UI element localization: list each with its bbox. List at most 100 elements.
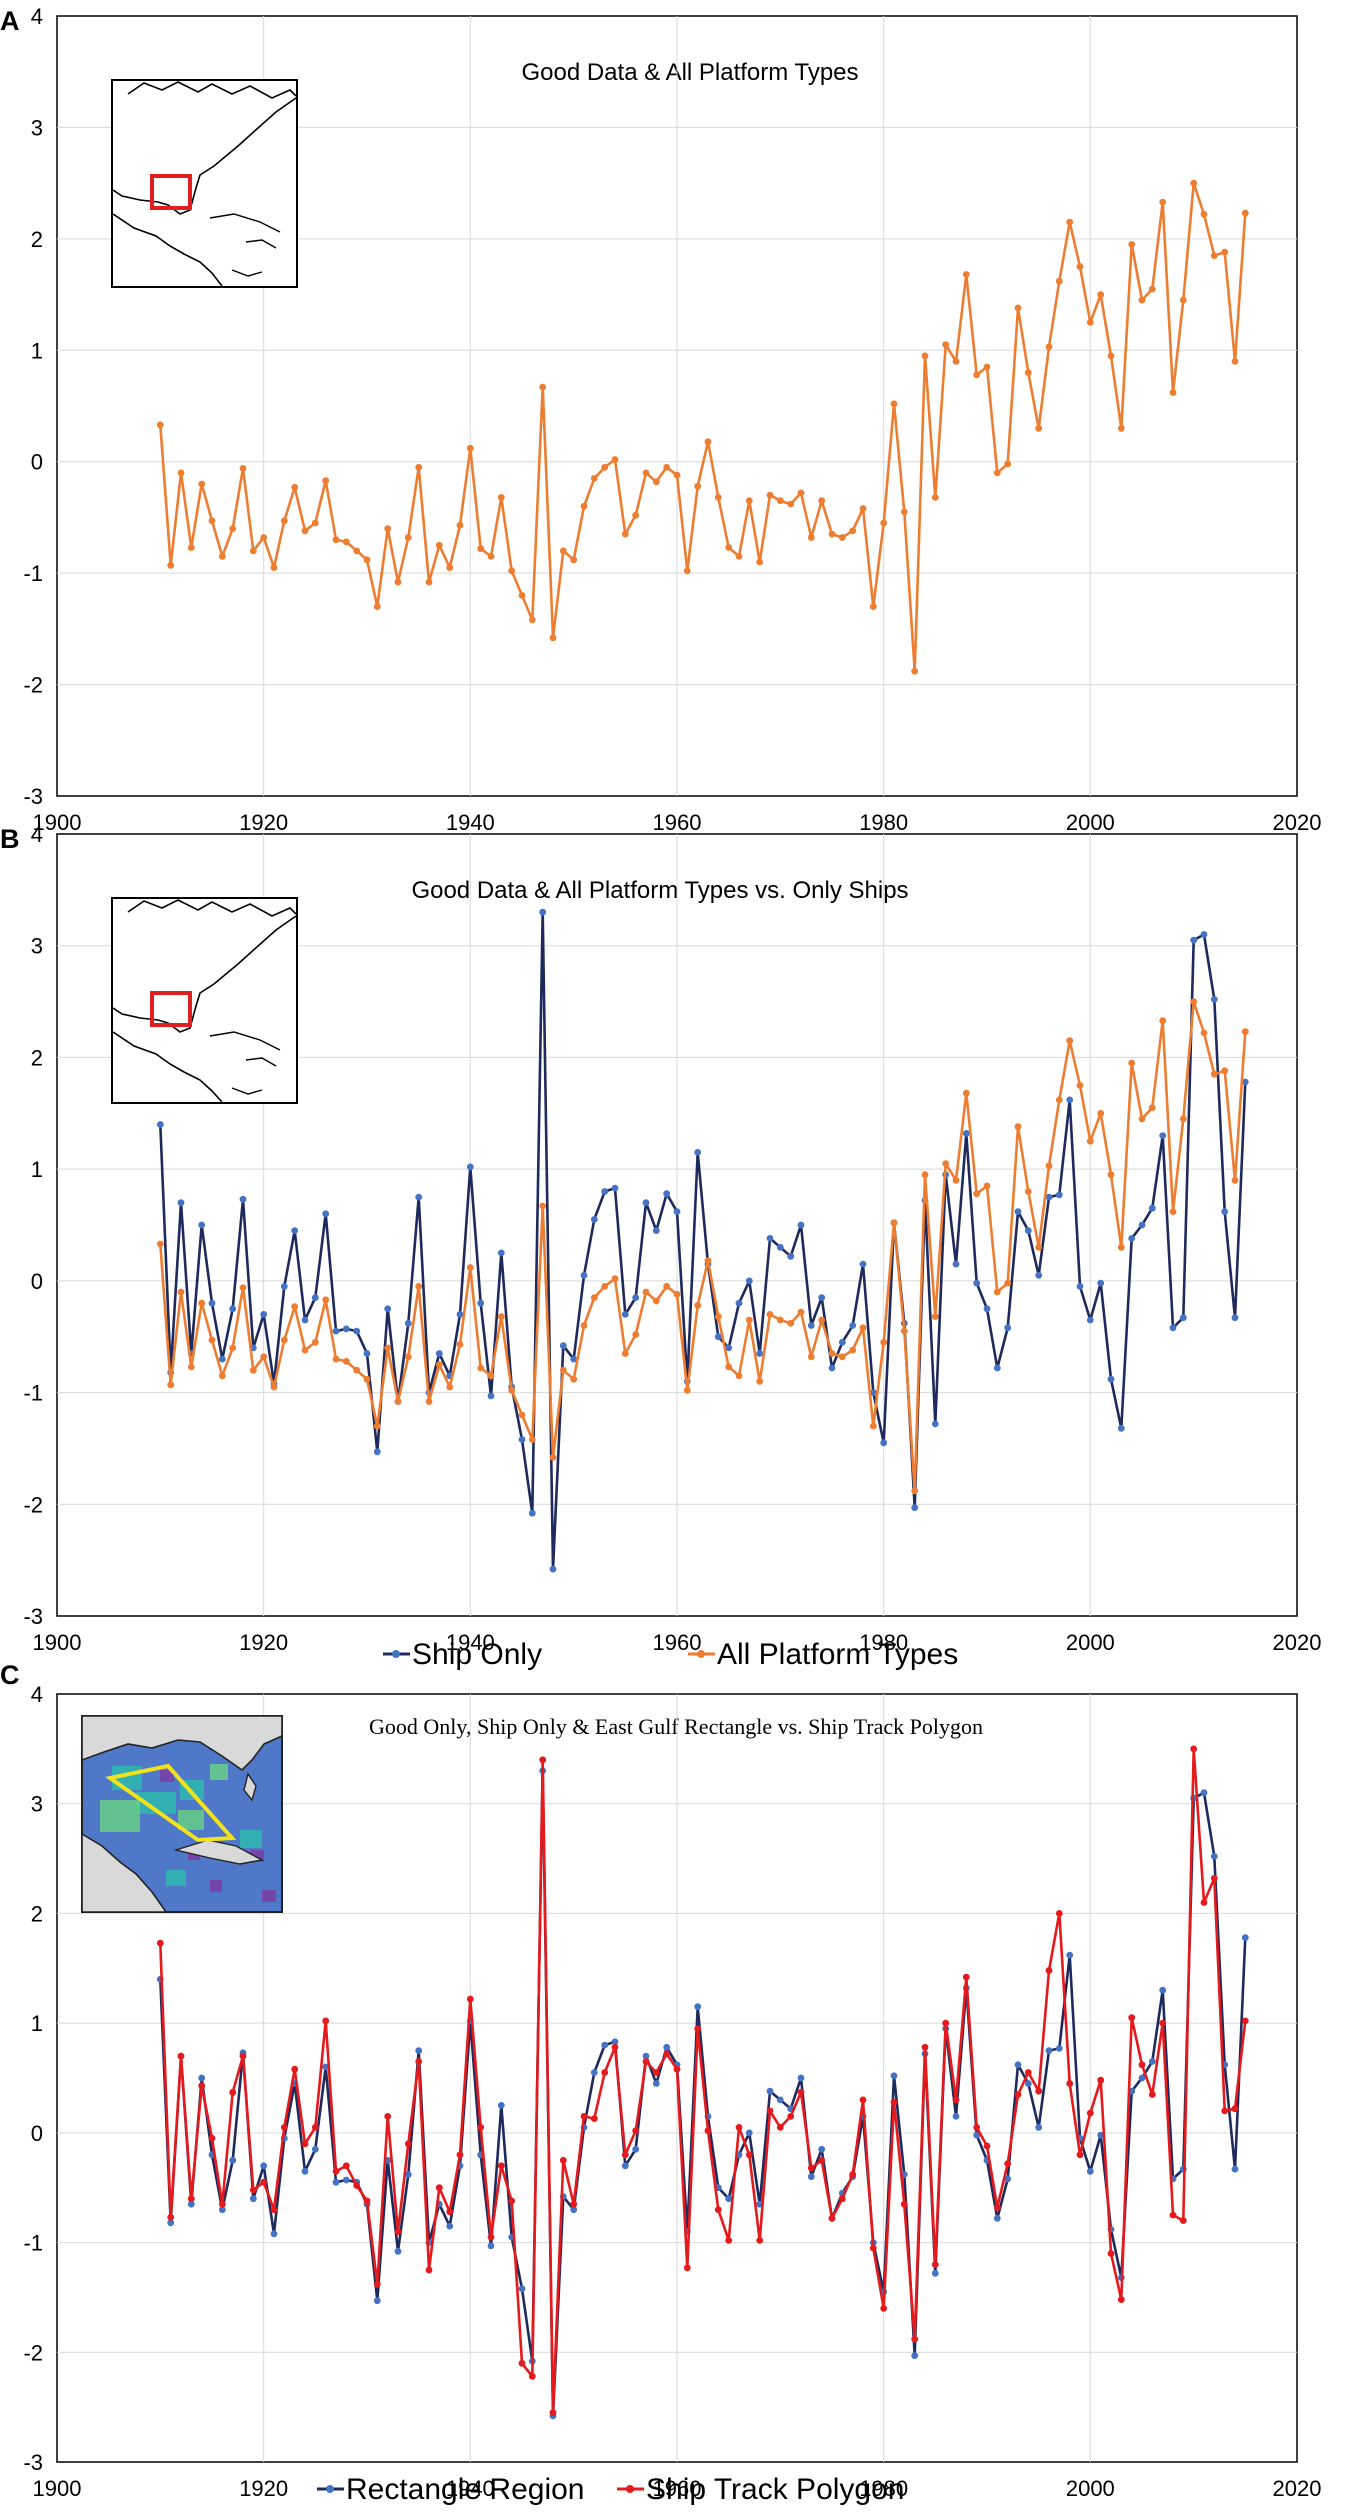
data-point-all-platform-types	[652, 478, 660, 486]
data-point-all-platform-types	[694, 1302, 702, 1309]
data-point-all-platform-types	[973, 1190, 981, 1198]
chart-title-c: Good Only, Ship Only & East Gulf Rectang…	[369, 1714, 983, 1739]
data-point-ship-only	[880, 1439, 888, 1447]
data-point-ship-track-polygon	[952, 2096, 960, 2104]
y-tick-label: 3	[31, 1792, 43, 1817]
data-point-all-platform-types	[435, 541, 443, 549]
data-point-all-platform-types	[218, 1372, 226, 1380]
data-point-rectangle-region	[373, 2297, 381, 2305]
data-point-rectangle-region	[1148, 2058, 1156, 2065]
data-point-all-platform-types	[1024, 369, 1032, 376]
data-point-rectangle-region	[1200, 1789, 1208, 1797]
data-point-all-platform-types	[1138, 1115, 1146, 1123]
data-point-ship-track-polygon	[818, 2156, 826, 2164]
data-point-all-platform-types	[838, 1353, 846, 1361]
data-point-all-platform-types	[714, 494, 722, 501]
data-point-ship-track-polygon	[694, 2025, 702, 2032]
data-point-rectangle-region	[807, 2173, 815, 2181]
x-tick-label: 1920	[239, 810, 288, 835]
data-point-ship-only	[952, 1260, 960, 1268]
data-point-all-platform-types	[1190, 179, 1198, 187]
data-point-rectangle-region	[652, 2080, 660, 2087]
data-point-ship-only	[435, 1350, 443, 1357]
data-point-all-platform-types	[962, 271, 970, 278]
data-point-all-platform-types	[828, 530, 836, 538]
data-point-ship-track-polygon	[807, 2164, 815, 2172]
data-point-all-platform-types	[993, 1288, 1001, 1296]
data-point-ship-track-polygon	[1097, 2076, 1105, 2084]
data-point-rectangle-region	[725, 2195, 733, 2203]
data-point-ship-only	[590, 1216, 598, 1223]
data-point-all-platform-types	[869, 603, 877, 610]
y-tick-label: -2	[23, 2340, 43, 2365]
data-point-ship-only	[652, 1227, 660, 1234]
data-point-ship-track-polygon	[1159, 2019, 1167, 2027]
data-point-ship-track-polygon	[993, 2204, 1001, 2211]
data-point-all-platform-types	[425, 578, 433, 586]
y-tick-label: 4	[31, 4, 43, 29]
data-point-ship-only	[466, 1163, 474, 1171]
data-point-all-platform-types	[249, 1366, 257, 1374]
x-tick-label: 1980	[859, 810, 908, 835]
data-point-ship-only	[384, 1305, 392, 1313]
data-point-ship-track-polygon	[249, 2186, 257, 2194]
data-point-all-platform-types	[931, 494, 939, 501]
data-point-ship-only	[1210, 995, 1218, 1003]
data-point-rectangle-region	[342, 2176, 350, 2184]
data-point-ship-only	[1148, 1204, 1156, 1212]
map-inset-b	[111, 897, 298, 1104]
data-point-ship-only	[849, 1322, 857, 1329]
data-point-ship-only	[229, 1305, 237, 1313]
data-point-ship-only	[322, 1210, 330, 1218]
data-point-all-platform-types	[1076, 1082, 1084, 1089]
data-point-all-platform-types	[322, 1296, 330, 1304]
data-point-all-platform-types	[1066, 218, 1074, 226]
data-point-rectangle-region	[229, 2156, 237, 2164]
data-point-ship-track-polygon	[239, 2052, 247, 2060]
y-tick-label: 3	[31, 115, 43, 140]
x-tick-label: 1980	[859, 2476, 908, 2501]
data-point-all-platform-types	[1086, 319, 1094, 326]
data-point-ship-track-polygon	[931, 2261, 939, 2268]
data-point-ship-only	[456, 1311, 464, 1318]
data-point-ship-track-polygon	[384, 2113, 392, 2120]
data-point-ship-track-polygon	[342, 2162, 350, 2170]
data-point-ship-track-polygon	[890, 2098, 898, 2106]
data-point-rectangle-region	[590, 2069, 598, 2076]
data-point-all-platform-types	[1097, 291, 1105, 298]
data-point-all-platform-types	[725, 544, 733, 551]
series-line-all-platform-types	[159, 1000, 1247, 1493]
y-tick-label: 1	[31, 338, 43, 363]
data-point-all-platform-types	[446, 564, 454, 571]
data-point-ship-only	[1107, 1375, 1115, 1383]
y-tick-label: -1	[23, 1381, 43, 1406]
data-point-all-platform-types	[270, 1383, 278, 1391]
data-point-ship-only	[1055, 1191, 1063, 1199]
data-point-all-platform-types	[745, 1316, 753, 1324]
data-point-ship-only	[1200, 931, 1208, 938]
data-point-ship-track-polygon	[198, 2082, 206, 2090]
y-tick-label: 4	[31, 822, 43, 847]
data-point-ship-track-polygon	[1076, 2151, 1084, 2159]
data-point-ship-track-polygon	[363, 2197, 371, 2205]
data-point-all-platform-types	[756, 1378, 764, 1385]
data-point-ship-only	[1159, 1132, 1167, 1139]
data-point-all-platform-types	[342, 538, 350, 546]
data-point-all-platform-types	[756, 558, 764, 566]
data-point-ship-only	[694, 1149, 702, 1156]
data-point-all-platform-types	[187, 1363, 195, 1371]
data-point-all-platform-types	[322, 477, 330, 485]
ship-track-polygon	[105, 1763, 237, 1843]
data-point-all-platform-types	[807, 534, 815, 541]
data-point-all-platform-types	[1159, 198, 1167, 206]
data-point-rectangle-region	[911, 2352, 919, 2360]
data-point-ship-only	[1190, 936, 1198, 944]
data-point-all-platform-types	[1024, 1188, 1032, 1195]
data-point-all-platform-types	[239, 1284, 247, 1291]
data-point-ship-only	[642, 1199, 650, 1207]
data-point-all-platform-types	[301, 1346, 309, 1354]
data-point-ship-track-polygon	[1241, 2017, 1249, 2025]
data-point-ship-only	[673, 1208, 681, 1215]
data-point-all-platform-types	[590, 1294, 598, 1301]
